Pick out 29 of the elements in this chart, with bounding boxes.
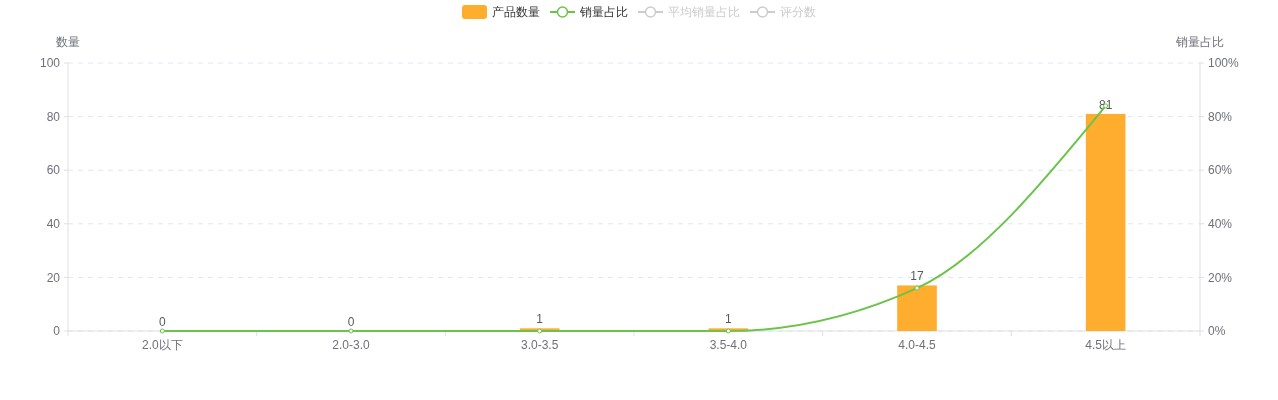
legend-label: 产品数量 bbox=[492, 5, 540, 20]
x-tick-label: 2.0以下 bbox=[141, 338, 183, 353]
data-label: 1 bbox=[536, 312, 544, 327]
y2-tick-label: 0% bbox=[1208, 324, 1226, 339]
y-axis-title: 数量 bbox=[56, 35, 80, 50]
y-tick-label: 20 bbox=[46, 270, 61, 285]
x-tick-label: 4.5以上 bbox=[1085, 338, 1127, 353]
x-tick-label: 4.0-4.5 bbox=[898, 338, 937, 353]
data-label: 1 bbox=[724, 312, 732, 327]
y2-axis-title: 销量占比 bbox=[1175, 35, 1224, 50]
x-tick-label: 2.0-3.0 bbox=[332, 338, 371, 353]
data-label: 0 bbox=[158, 315, 166, 329]
data-label: 0 bbox=[347, 315, 355, 329]
bar bbox=[1085, 113, 1126, 331]
y-tick-label: 80 bbox=[46, 109, 61, 124]
y-tick-label: 100 bbox=[39, 56, 61, 71]
y-tick-label: 40 bbox=[46, 217, 61, 231]
legend-label: 销量占比 bbox=[579, 5, 628, 20]
y2-tick-label: 60% bbox=[1208, 163, 1233, 178]
y-tick-label: 60 bbox=[46, 163, 61, 178]
y2-tick-label: 20% bbox=[1208, 270, 1233, 285]
y2-tick-label: 100% bbox=[1208, 56, 1240, 71]
x-tick-label: 3.5-4.0 bbox=[709, 338, 748, 353]
y2-tick-label: 80% bbox=[1208, 109, 1233, 124]
y2-tick-label: 40% bbox=[1208, 217, 1233, 231]
data-label: 17 bbox=[910, 269, 924, 284]
bar bbox=[897, 285, 937, 331]
x-tick-label: 3.0-3.5 bbox=[520, 338, 559, 353]
y-tick-label: 0 bbox=[53, 324, 61, 339]
